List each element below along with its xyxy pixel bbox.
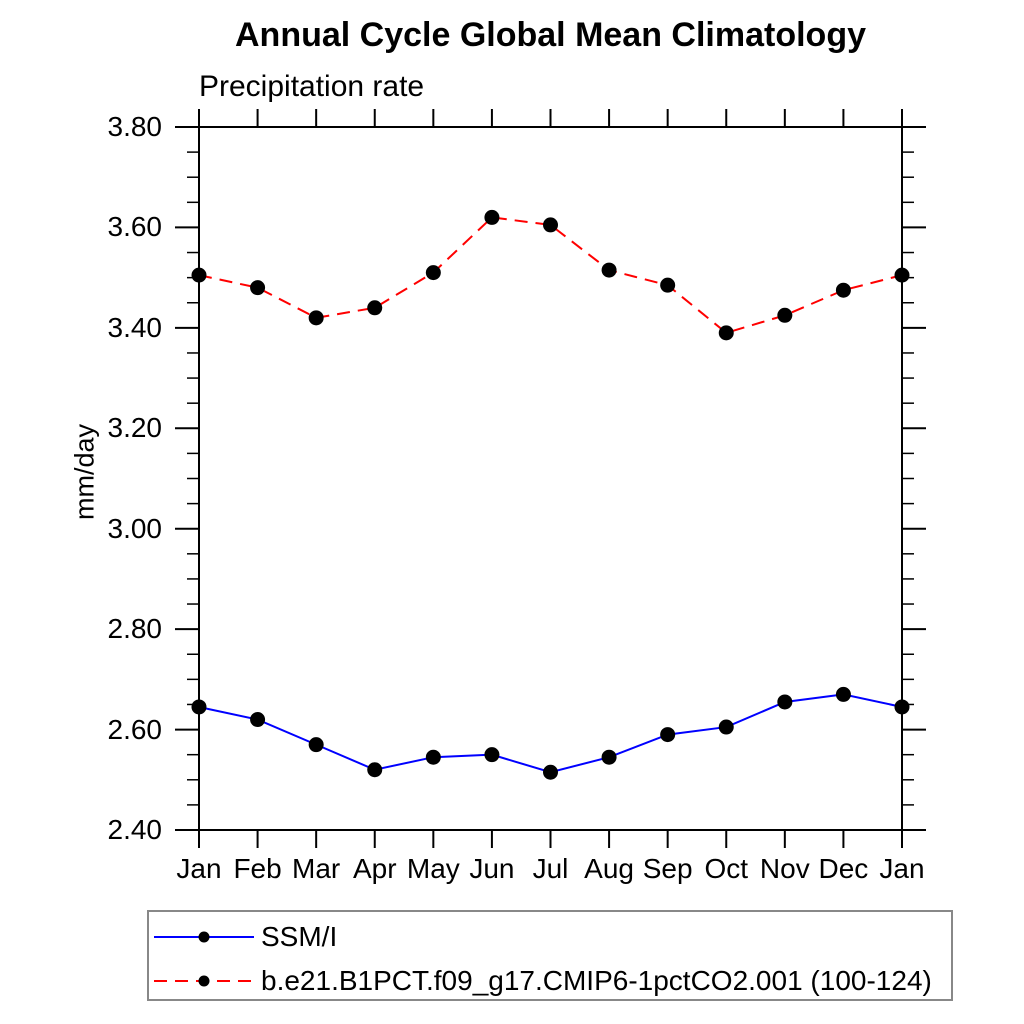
data-point-marker bbox=[543, 217, 558, 233]
x-tick-label: Sep bbox=[642, 853, 693, 884]
x-tick-label: Jul bbox=[532, 853, 569, 884]
data-point-marker bbox=[777, 694, 793, 710]
data-point-marker bbox=[484, 747, 500, 763]
data-point-marker bbox=[835, 686, 851, 702]
legend-label: b.e21.B1PCT.f09_g17.CMIP6-1pctCO2.001 (1… bbox=[261, 965, 932, 996]
y-tick-label: 2.40 bbox=[107, 814, 163, 845]
y-tick-label: 2.60 bbox=[107, 713, 163, 745]
data-point-marker bbox=[367, 300, 383, 316]
data-point-marker bbox=[367, 762, 383, 778]
x-tick-label: May bbox=[406, 853, 460, 884]
x-tick-label: Oct bbox=[704, 853, 749, 884]
legend-label: SSM/I bbox=[261, 921, 338, 952]
data-point-marker bbox=[308, 737, 324, 753]
legend-line-sample bbox=[154, 931, 254, 943]
data-point-marker bbox=[660, 727, 676, 743]
series-line-0 bbox=[198, 693, 903, 774]
plot-frame bbox=[198, 126, 903, 831]
x-tick-label: Jan bbox=[176, 853, 222, 884]
data-point-marker bbox=[250, 280, 266, 296]
x-tick-label: Jan bbox=[879, 853, 925, 884]
data-point-marker bbox=[718, 719, 734, 735]
y-tick-label: 2.80 bbox=[107, 613, 163, 645]
data-point-marker bbox=[660, 277, 676, 293]
x-tick-label: Feb bbox=[233, 853, 282, 884]
legend-item: b.e21.B1PCT.f09_g17.CMIP6-1pctCO2.001 (1… bbox=[149, 965, 932, 996]
y-tick-label: 3.80 bbox=[107, 111, 163, 142]
series-line-1 bbox=[198, 216, 903, 334]
y-tick-label: 3.60 bbox=[107, 211, 163, 243]
data-point-marker bbox=[308, 310, 324, 326]
data-point-marker bbox=[777, 307, 793, 323]
data-point-marker bbox=[894, 699, 910, 715]
data-point-marker bbox=[484, 209, 500, 225]
chart-subtitle: Precipitation rate bbox=[199, 70, 425, 103]
y-tick-label: 3.00 bbox=[107, 512, 163, 544]
legend-item: SSM/I bbox=[149, 921, 338, 952]
y-tick-label: 3.20 bbox=[107, 412, 163, 444]
y-tick-label: 3.40 bbox=[107, 311, 163, 343]
data-point-marker bbox=[601, 262, 617, 278]
x-tick-label: Mar bbox=[292, 853, 341, 884]
x-tick-label: Jun bbox=[469, 853, 515, 884]
x-tick-label: Dec bbox=[818, 853, 869, 884]
data-point-marker bbox=[894, 267, 910, 283]
chart-title: Annual Cycle Global Mean Climatology bbox=[235, 16, 866, 54]
data-point-marker bbox=[601, 749, 617, 765]
data-point-marker bbox=[425, 749, 441, 765]
data-point-marker bbox=[718, 325, 734, 341]
data-point-marker bbox=[835, 282, 851, 298]
legend-line-sample bbox=[154, 975, 254, 987]
legend: SSM/I b.e21.B1PCT.f09_g17.CMIP6-1pctCO2.… bbox=[147, 910, 953, 1001]
data-point-marker bbox=[191, 699, 207, 715]
data-point-marker bbox=[191, 267, 207, 283]
data-point-marker bbox=[543, 764, 558, 780]
x-tick-label: Apr bbox=[352, 853, 397, 884]
x-tick-label: Nov bbox=[759, 853, 810, 884]
data-point-marker bbox=[250, 712, 266, 728]
x-tick-label: Aug bbox=[584, 853, 634, 884]
data-point-marker bbox=[425, 265, 441, 281]
